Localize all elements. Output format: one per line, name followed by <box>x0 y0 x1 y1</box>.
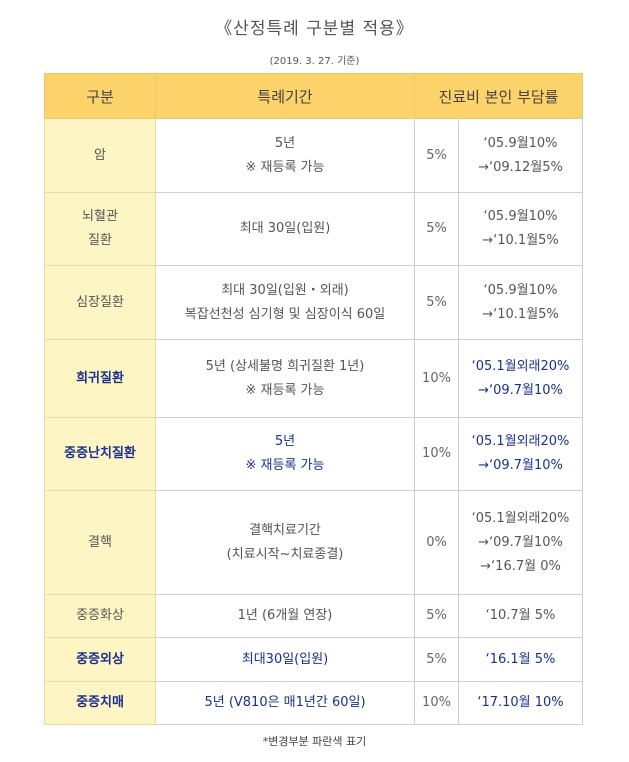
special-calculation-table: 구분 특례기간 진료비 본인 부담률 암 5년 ※ 재등록 가능 5% ‘05.… <box>44 73 583 725</box>
table-row: 중증화상 1년 (6개월 연장) 5% ‘10.7월 5% <box>44 594 583 638</box>
history-cell: ‘05.9월10% →‘09.12월5% <box>458 118 583 193</box>
category-cell: 결핵 <box>44 490 156 595</box>
history-cell: ‘05.1월외래20% →‘09.7월10% <box>458 339 583 418</box>
table-row: 중증치매 5년 (V810은 매1년간 60일) 10% ‘17.10월 10% <box>44 681 583 725</box>
category-cell: 중증화상 <box>44 594 156 638</box>
category-cell: 암 <box>44 118 156 193</box>
category-cell: 뇌혈관 질환 <box>44 192 156 266</box>
period-cell: 최대 30일(입원・외래) 복잡선천성 심기형 및 심장이식 60일 <box>155 265 415 340</box>
table-row: 결핵 결핵치료기간 (치료시작~치료종결) 0% ‘05.1월외래20% →‘0… <box>44 490 583 595</box>
rate-cell: 5% <box>414 192 459 266</box>
rate-cell: 10% <box>414 339 459 418</box>
period-cell: 1년 (6개월 연장) <box>155 594 415 638</box>
rate-cell: 5% <box>414 118 459 193</box>
table-header-row: 구분 특례기간 진료비 본인 부담률 <box>44 73 583 119</box>
footnote: *변경부분 파란색 표기 <box>262 735 367 748</box>
table-row: 중증난치질환 5년 ※ 재등록 가능 10% ‘05.1월외래20% →‘09.… <box>44 417 583 491</box>
category-cell: 심장질환 <box>44 265 156 340</box>
rate-cell: 0% <box>414 490 459 595</box>
header-period: 특례기간 <box>155 73 415 119</box>
period-cell: 5년 (상세불명 희귀질환 1년) ※ 재등록 가능 <box>155 339 415 418</box>
period-cell: 5년 ※ 재등록 가능 <box>155 417 415 491</box>
header-category: 구분 <box>44 73 156 119</box>
rate-cell: 5% <box>414 265 459 340</box>
history-cell: ‘05.1월외래20% →‘09.7월10% →‘16.7월 0% <box>458 490 583 595</box>
rate-cell: 10% <box>414 417 459 491</box>
page-title: 《산정특례 구분별 적용》 <box>215 19 414 39</box>
table-row: 암 5년 ※ 재등록 가능 5% ‘05.9월10% →‘09.12월5% <box>44 118 583 193</box>
rate-cell: 5% <box>414 594 459 638</box>
category-cell: 중증외상 <box>44 637 156 682</box>
history-cell: ‘17.10월 10% <box>458 681 583 725</box>
period-cell: 결핵치료기간 (치료시작~치료종결) <box>155 490 415 595</box>
category-cell: 중증난치질환 <box>44 417 156 491</box>
period-cell: 5년 ※ 재등록 가능 <box>155 118 415 193</box>
table-row: 희귀질환 5년 (상세불명 희귀질환 1년) ※ 재등록 가능 10% ‘05.… <box>44 339 583 418</box>
table-row: 뇌혈관 질환 최대 30일(입원) 5% ‘05.9월10% →‘10.1월5% <box>44 192 583 266</box>
period-cell: 최대 30일(입원) <box>155 192 415 266</box>
category-cell: 희귀질환 <box>44 339 156 418</box>
rate-cell: 10% <box>414 681 459 725</box>
history-cell: ‘05.9월10% →‘10.1월5% <box>458 265 583 340</box>
rate-cell: 5% <box>414 637 459 682</box>
history-cell: ‘10.7월 5% <box>458 594 583 638</box>
history-cell: ‘16.1월 5% <box>458 637 583 682</box>
period-cell: 최대30일(입원) <box>155 637 415 682</box>
history-cell: ‘05.1월외래20% →‘09.7월10% <box>458 417 583 491</box>
header-burden: 진료비 본인 부담률 <box>414 73 583 119</box>
history-cell: ‘05.9월10% →‘10.1월5% <box>458 192 583 266</box>
reference-date: (2019. 3. 27. 기준) <box>269 56 360 67</box>
table-row: 중증외상 최대30일(입원) 5% ‘16.1월 5% <box>44 637 583 682</box>
category-cell: 중증치매 <box>44 681 156 725</box>
table-row: 심장질환 최대 30일(입원・외래) 복잡선천성 심기형 및 심장이식 60일 … <box>44 265 583 340</box>
period-cell: 5년 (V810은 매1년간 60일) <box>155 681 415 725</box>
